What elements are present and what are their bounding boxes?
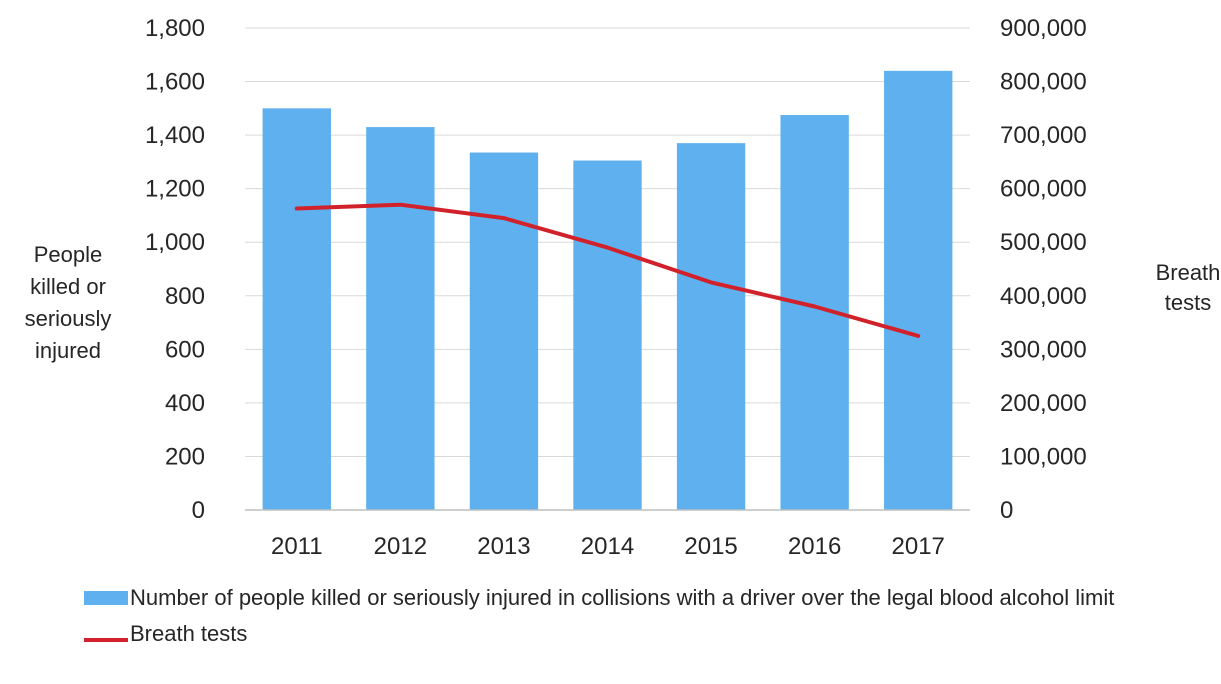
x-tick-label: 2017 — [892, 533, 945, 560]
x-axis-ticks: 2011 2012 2013 2014 2015 2016 2017 — [271, 533, 945, 560]
axis-title-line: killed or — [30, 274, 106, 299]
bar-2017 — [884, 70, 953, 510]
left-tick-label: 1,800 — [145, 15, 205, 42]
x-tick-label: 2011 — [271, 533, 323, 560]
bar-series — [262, 70, 953, 511]
x-tick-label: 2016 — [788, 533, 841, 560]
axis-title-line: tests — [1165, 290, 1211, 315]
left-tick-label: 1,400 — [145, 122, 205, 149]
left-tick-label: 1,000 — [145, 229, 205, 256]
left-tick-label: 0 — [192, 497, 205, 524]
bar-2013 — [469, 152, 539, 510]
right-tick-label: 600,000 — [1000, 176, 1087, 203]
left-tick-label: 200 — [165, 443, 205, 470]
left-tick-label: 800 — [165, 283, 205, 310]
left-tick-label: 600 — [165, 336, 205, 363]
bar-2012 — [366, 127, 435, 511]
axis-title-line: People — [34, 242, 103, 267]
legend-swatch-bars — [84, 591, 128, 605]
right-tick-label: 100,000 — [1000, 443, 1087, 470]
x-tick-label: 2013 — [477, 533, 530, 560]
left-axis-ticks: 0 200 400 600 800 1,000 1,200 1,400 1,600 1,800 — [145, 15, 205, 524]
right-tick-label: 300,000 — [1000, 336, 1087, 363]
right-tick-label: 200,000 — [1000, 390, 1087, 417]
right-tick-label: 0 — [1000, 497, 1013, 524]
legend-label-line: Breath tests — [130, 621, 248, 646]
legend-label-bars: Number of people killed or seriously inj… — [130, 585, 1115, 610]
right-tick-label: 900,000 — [1000, 15, 1087, 42]
right-axis-title: Breath tests — [1156, 260, 1221, 315]
axis-title-line: Breath — [1156, 260, 1221, 285]
left-tick-label: 400 — [165, 390, 205, 417]
legend-item-bars: Number of people killed or seriously inj… — [84, 583, 1194, 613]
bar-2014 — [573, 160, 642, 511]
axis-title-line: injured — [35, 338, 101, 363]
breath-tests-line — [294, 202, 921, 338]
bar-2011 — [262, 108, 331, 510]
right-tick-label: 400,000 — [1000, 283, 1087, 310]
bar-2015 — [676, 143, 746, 510]
right-tick-label: 500,000 — [1000, 229, 1087, 256]
x-tick-label: 2015 — [684, 533, 737, 560]
legend-item-line: Breath tests — [84, 619, 1194, 649]
right-tick-label: 800,000 — [1000, 69, 1087, 96]
left-axis-title: People killed or seriously injured — [25, 242, 112, 363]
x-tick-label: 2012 — [374, 533, 427, 560]
chart-area: 0 200 400 600 800 1,000 1,200 1,400 1,600 1,800 0… — [25, 15, 1221, 560]
axis-title-line: seriously — [25, 306, 112, 331]
right-axis-ticks: 0 100,000 200,000 300,000 400,000 500,000 600,… — [1000, 15, 1087, 524]
left-tick-label: 1,200 — [145, 176, 205, 203]
right-tick-label: 700,000 — [1000, 122, 1087, 149]
left-tick-label: 1,600 — [145, 69, 205, 96]
legend: Number of people killed or seriously inj… — [84, 583, 1194, 649]
x-tick-label: 2014 — [581, 533, 634, 560]
legend-swatch-line — [84, 638, 128, 642]
